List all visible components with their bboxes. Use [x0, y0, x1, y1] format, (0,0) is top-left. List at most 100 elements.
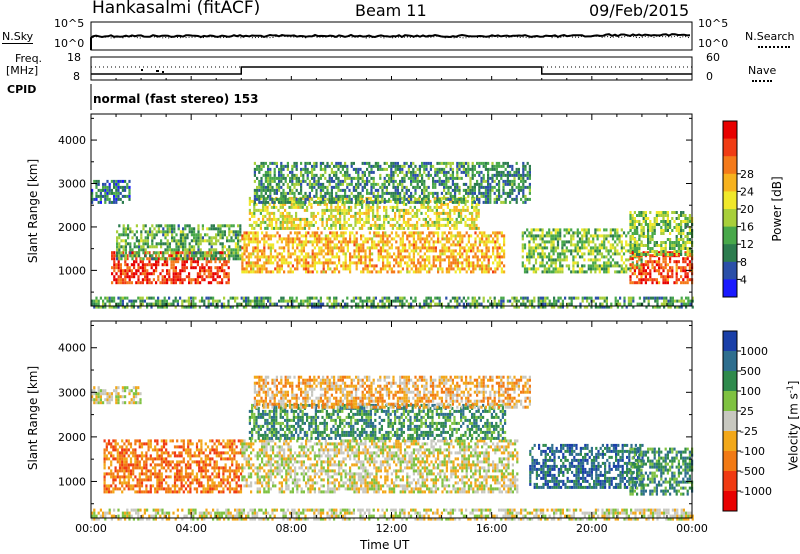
xtick-label: 00:00: [676, 522, 708, 535]
nave-right-tick-top: 60: [706, 51, 720, 64]
velocity-region-6: [629, 447, 694, 496]
freq-label: Freq.: [15, 52, 43, 65]
velocity-colorbar-swatch: [723, 411, 737, 432]
nave-legend-dots: [752, 80, 772, 82]
xtick-label: 08:00: [275, 522, 307, 535]
power-colorbar-tick: 12: [740, 238, 754, 251]
xtick-label: 20:00: [576, 522, 608, 535]
velocity-colorbar-label: Velocity [m s-1]: [785, 380, 800, 471]
velocity-colorbar-swatch: [723, 451, 737, 472]
velocity-colorbar-swatch: [723, 371, 737, 392]
power-ytick-label: 4000: [58, 134, 86, 147]
xtick-label: 04:00: [175, 522, 207, 535]
noise-right-tick-top: 10^5: [698, 17, 729, 30]
nsearch-label: N.Search: [745, 30, 795, 43]
velocity-panel: 1000 2000 3000 4000: [58, 320, 694, 521]
velocity-colorbar-tick: -1000: [740, 485, 772, 498]
date-label: 09/Feb/2015: [589, 1, 690, 20]
velocity-region-0: [103, 439, 243, 494]
velocity-region-1: [241, 439, 519, 494]
nave-label: Nave: [748, 64, 777, 77]
xtick-label: 12:00: [376, 522, 408, 535]
power-colorbar-tick: 20: [740, 203, 754, 216]
velocity-ytick-label: 4000: [58, 342, 86, 355]
velocity-colorbar-tick: -25: [740, 425, 758, 438]
noise-search-line: [92, 35, 691, 39]
velocity-colorbar-tick: 1000: [740, 345, 768, 358]
xaxis-label: Time UT: [360, 538, 410, 552]
power-region-1: [116, 224, 242, 261]
power-colorbar-tick: 24: [740, 185, 754, 198]
noise-panel: [90, 21, 693, 51]
noise-left-tick-bottom: 10^0: [54, 37, 85, 50]
velocity-colorbar-swatch: [723, 351, 737, 372]
power-region-0: [111, 251, 230, 285]
nsearch-legend-dots: [758, 46, 790, 48]
velocity-region-4: [253, 375, 531, 409]
power-colorbar-swatch: [723, 121, 737, 140]
power-colorbar-tick: 28: [740, 168, 754, 181]
power-colorbar-swatch: [723, 244, 737, 263]
power-colorbar-tick: 16: [740, 221, 754, 234]
velocity-colorbar-tick: -100: [740, 445, 765, 458]
noise-left-tick-top: 10^5: [54, 17, 85, 30]
velocity-ytick-label: 2000: [58, 431, 86, 444]
xtick-label: 16:00: [476, 522, 508, 535]
cpid-label: CPID: [7, 83, 37, 96]
nsky-label: N.Sky: [2, 30, 34, 44]
velocity-colorbar-tick: 500: [740, 365, 761, 378]
power-colorbar-label: Power [dB]: [770, 176, 784, 242]
power-ytick-label: 3000: [58, 178, 86, 191]
power-colorbar-swatch: [723, 191, 737, 210]
velocity-colorbar-swatch: [723, 431, 737, 452]
velocity-colorbar-tick: 100: [740, 385, 761, 398]
power-ytick-label: 2000: [58, 221, 86, 234]
power-ytick-label: 1000: [58, 264, 86, 277]
power-region-7: [629, 251, 694, 285]
velocity-ytick-label: 3000: [58, 386, 86, 399]
power-colorbar-swatch: [723, 279, 737, 298]
velocity-region-5: [529, 443, 644, 489]
velocity-region-7: [91, 508, 694, 521]
power-colorbar-swatch: [723, 156, 737, 175]
station-title: Hankasalmi (fitACF): [92, 0, 261, 18]
power-colorbar-swatch: [723, 209, 737, 228]
power-region-5: [253, 161, 531, 204]
freq-left-tick-top: 18: [67, 51, 81, 64]
power-colorbar-swatch: [723, 138, 737, 157]
velocity-region-3: [91, 386, 142, 405]
noise-sky-line: [90, 33, 691, 50]
power-colorbar-tick: 4: [740, 273, 747, 286]
velocity-colorbar: 1000 500 100 25 -25 -100 -500 -1000: [722, 330, 772, 512]
velocity-region-2: [248, 403, 507, 440]
velocity-colorbar-swatch: [723, 471, 737, 492]
power-region-6: [521, 228, 643, 274]
velocity-colorbar-tick: -500: [740, 465, 765, 478]
velocity-colorbar-swatch: [723, 491, 737, 512]
cpid-value: normal (fast stereo) 153: [93, 92, 259, 106]
power-colorbar-swatch: [723, 226, 737, 245]
velocity-colorbar-tick: 25: [740, 405, 754, 418]
power-colorbar-tick: 8: [740, 256, 747, 269]
freq-scatter-dots: [141, 69, 164, 73]
xtick-label: 00:00: [75, 522, 107, 535]
freq-unit-label: [MHz]: [6, 64, 39, 77]
power-colorbar: 4 8 12 16 20 24 28: [722, 120, 754, 298]
power-ylabel: Slant Range [km]: [26, 158, 40, 264]
velocity-colorbar-swatch: [723, 331, 737, 352]
velocity-ylabel: Slant Range [km]: [26, 365, 40, 471]
power-region-9: [91, 296, 694, 309]
velocity-ytick-label: 1000: [58, 475, 86, 488]
power-region-3: [241, 231, 506, 274]
frequency-line: [91, 66, 692, 75]
noise-right-tick-bottom: 10^0: [698, 37, 729, 50]
velocity-colorbar-swatch: [723, 391, 737, 412]
freq-left-tick-bottom: 8: [73, 70, 80, 83]
power-region-2: [91, 179, 131, 204]
power-colorbar-swatch: [723, 173, 737, 192]
nave-right-tick-bottom: 0: [706, 70, 713, 83]
power-region-8: [629, 211, 694, 256]
power-panel: 1000 2000 3000 4000: [58, 113, 694, 309]
power-colorbar-swatch: [723, 261, 737, 280]
